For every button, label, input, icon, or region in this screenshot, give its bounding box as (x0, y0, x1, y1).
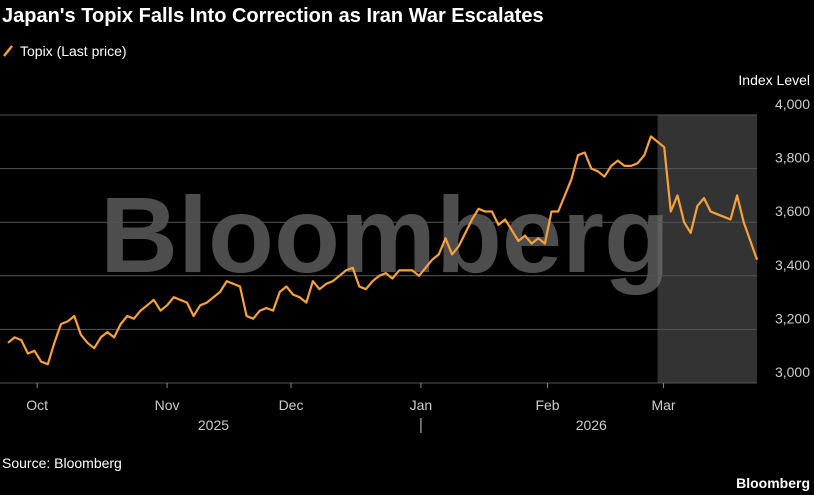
series-line (7, 135, 759, 366)
y-tick-label: 3,200 (775, 310, 810, 326)
x-tick-label: Jan (410, 397, 433, 413)
shaded-region (657, 115, 757, 383)
chart-title: Japan's Topix Falls Into Correction as I… (2, 5, 544, 27)
watermark: Bloomberg (100, 174, 670, 295)
year-label: 2025 (198, 417, 229, 433)
x-tick-label: Oct (26, 397, 48, 413)
y-tick-label: 3,600 (775, 203, 810, 219)
source: Source: Bloomberg (2, 455, 122, 471)
legend-label: Topix (Last price) (20, 43, 127, 59)
y-axis-label: Index Level (738, 72, 810, 88)
y-tick-label: 3,000 (775, 364, 810, 380)
x-tick-label: Feb (535, 397, 559, 413)
x-tick-label: Dec (279, 397, 304, 413)
year-label: 2026 (576, 417, 607, 433)
x-tick-label: Mar (651, 397, 675, 413)
y-tick-label: 3,800 (775, 150, 810, 166)
y-tick-label: 4,000 (775, 96, 810, 112)
x-tick-label: Nov (155, 397, 180, 413)
legend-swatch (3, 45, 13, 57)
y-tick-label: 3,400 (775, 257, 810, 273)
brand: Bloomberg (736, 475, 810, 491)
